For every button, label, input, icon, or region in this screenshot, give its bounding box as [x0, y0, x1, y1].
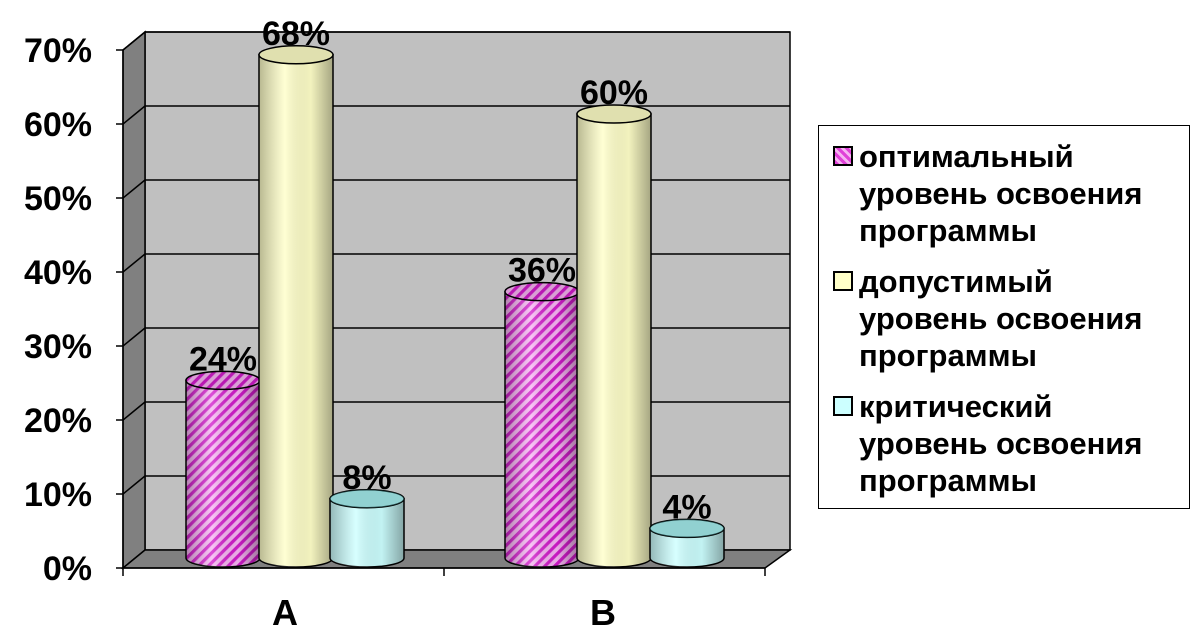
y-tick-label: 10% — [24, 476, 92, 514]
legend-label-optimal: оптимальный уровень освоения программы — [859, 139, 1143, 248]
gridline-side — [122, 253, 146, 273]
legend-item-acceptable: допустимый уровень освоения программы — [833, 263, 1183, 374]
bar-shade — [259, 54, 333, 568]
bar-top — [329, 489, 405, 509]
data-label: 36% — [508, 252, 576, 290]
data-label: 4% — [662, 488, 711, 526]
legend: оптимальный уровень освоения программы д… — [818, 125, 1190, 509]
data-label: 68% — [262, 15, 330, 53]
bar-top-shade — [650, 519, 724, 538]
legend-label-acceptable: допустимый уровень освоения программы — [859, 264, 1143, 373]
bar-top — [258, 45, 334, 65]
bar-top-shade — [259, 45, 333, 64]
category-label: A — [272, 592, 298, 630]
gridline-side — [122, 327, 146, 347]
bar — [185, 370, 261, 568]
bar — [329, 489, 405, 568]
legend-item-optimal: оптимальный уровень освоения программы — [833, 138, 1183, 249]
bar — [649, 518, 725, 568]
bar-top — [576, 104, 652, 124]
bars — [185, 45, 725, 568]
bar-top-shade — [577, 105, 651, 123]
axis-lines — [116, 49, 766, 576]
data-labels: 24% 68% 8% 36% 60% 4% — [189, 15, 712, 527]
data-label: 60% — [580, 74, 648, 112]
legend-label-critical: критический уровень освоения программы — [859, 389, 1143, 498]
bar-top-shade — [186, 371, 260, 390]
y-tick-label: 50% — [24, 180, 92, 218]
gridline-side — [122, 401, 146, 421]
data-label: 24% — [189, 340, 257, 378]
bar-shade — [650, 528, 724, 567]
legend-item-critical: критический уровень освоения программы — [833, 388, 1183, 499]
gridline-side — [122, 179, 146, 199]
legend-swatch-optimal — [833, 146, 853, 166]
bar-top — [649, 518, 725, 539]
gridline-side — [122, 105, 146, 125]
chart-side-wall — [122, 30, 146, 570]
y-tick-labels: 0% 10% 20% 30% 40% 50% 60% 70% — [24, 32, 92, 588]
y-tick-label: 60% — [24, 106, 92, 144]
y-tick-label: 0% — [43, 550, 92, 588]
bar-shade — [186, 380, 260, 567]
category-label: B — [590, 592, 616, 630]
bar-shade — [505, 291, 579, 567]
gridline-side — [122, 31, 146, 51]
bar-shade — [577, 114, 651, 567]
legend-swatch-acceptable — [833, 271, 853, 291]
y-tick-label: 20% — [24, 402, 92, 440]
bar-top-shade — [330, 489, 404, 508]
legend-swatch-critical — [833, 396, 853, 416]
y-tick-label: 30% — [24, 328, 92, 366]
data-label: 8% — [342, 459, 391, 497]
bar — [258, 45, 334, 568]
bar — [504, 281, 580, 568]
y-tick-label: 70% — [24, 32, 92, 70]
bar — [576, 104, 652, 568]
y-tick-label: 40% — [24, 254, 92, 292]
gridline-side — [122, 475, 146, 495]
bar-top-shade — [505, 282, 579, 301]
bar-shade — [330, 498, 404, 567]
